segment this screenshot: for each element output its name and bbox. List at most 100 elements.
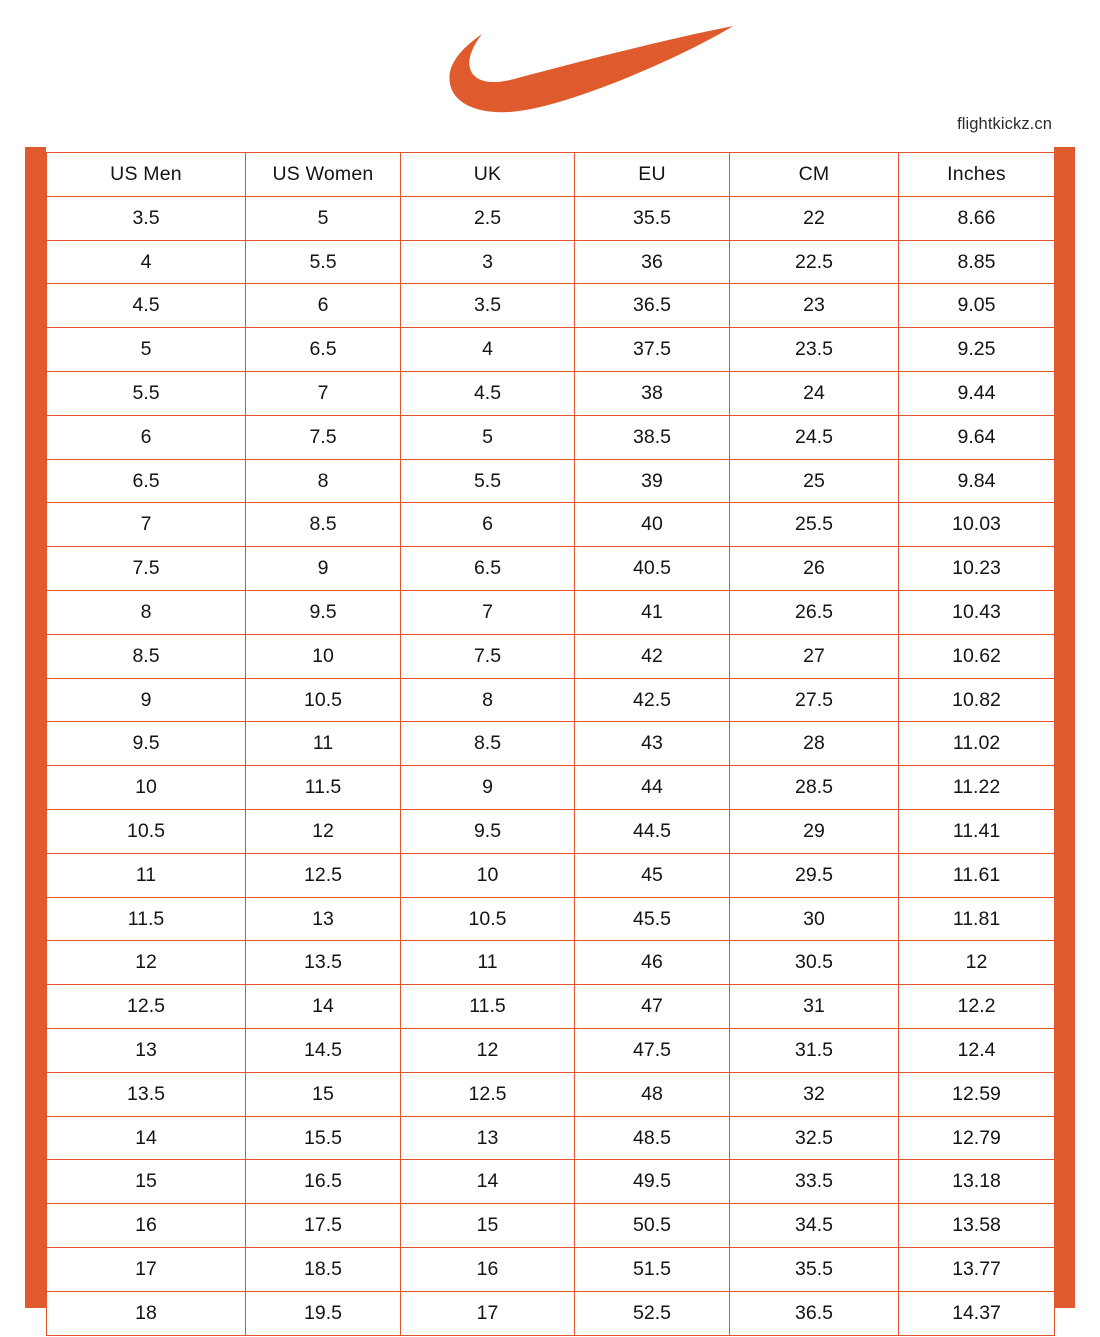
- cell-us-men: 18: [46, 1290, 246, 1336]
- cell-cm: 22: [729, 195, 899, 241]
- cell-eu: 48: [574, 1071, 730, 1117]
- cell-eu: 47.5: [574, 1027, 730, 1073]
- table-row: 4 5.5 3 36 22.5 8.85: [46, 239, 1055, 285]
- cell-us-women: 9.5: [245, 589, 401, 635]
- table-row: 3.5 5 2.5 35.5 22 8.66: [46, 195, 1055, 241]
- cell-cm: 31.5: [729, 1027, 899, 1073]
- cell-inches: 11.02: [898, 721, 1055, 767]
- cell-inches: 8.85: [898, 239, 1055, 285]
- cell-inches: 8.66: [898, 195, 1055, 241]
- cell-eu: 47: [574, 984, 730, 1029]
- cell-uk: 8: [400, 677, 575, 723]
- cell-cm: 26.5: [729, 589, 899, 635]
- table-row: 7.5 9 6.5 40.5 26 10.23: [46, 546, 1055, 591]
- cell-cm: 22.5: [729, 239, 899, 285]
- cell-uk: 3.5: [400, 283, 575, 329]
- cell-us-men: 9.5: [46, 721, 246, 767]
- cell-eu: 40.5: [574, 546, 730, 591]
- cell-us-women: 16.5: [245, 1159, 401, 1205]
- cell-cm: 33.5: [729, 1159, 899, 1205]
- shoe-size-conversion-table: US Men US Women UK EU CM Inches 3.5 5 2.5 3…: [46, 152, 1055, 1336]
- cell-us-men: 9: [46, 677, 246, 723]
- cell-us-men: 13.5: [46, 1071, 246, 1117]
- column-header-inches: Inches: [898, 152, 1055, 197]
- cell-uk: 8.5: [400, 721, 575, 767]
- cell-eu: 48.5: [574, 1115, 730, 1161]
- cell-eu: 46: [574, 940, 730, 986]
- cell-us-men: 7: [46, 502, 246, 548]
- cell-eu: 36.5: [574, 283, 730, 329]
- cell-uk: 5.5: [400, 458, 575, 504]
- cell-inches: 9.25: [898, 327, 1055, 372]
- table-row: 5 6.5 4 37.5 23.5 9.25: [46, 327, 1055, 372]
- cell-eu: 50.5: [574, 1203, 730, 1248]
- cell-inches: 10.82: [898, 677, 1055, 723]
- cell-us-men: 8: [46, 589, 246, 635]
- table-row: 4.5 6 3.5 36.5 23 9.05: [46, 283, 1055, 329]
- cell-us-men: 12.5: [46, 984, 246, 1029]
- cell-cm: 23: [729, 283, 899, 329]
- cell-us-women: 15.5: [245, 1115, 401, 1161]
- cell-cm: 23.5: [729, 327, 899, 372]
- table-row: 16 17.5 15 50.5 34.5 13.58: [46, 1203, 1055, 1248]
- cell-eu: 52.5: [574, 1290, 730, 1336]
- cell-inches: 13.58: [898, 1203, 1055, 1248]
- cell-us-men: 15: [46, 1159, 246, 1205]
- column-header-eu: EU: [574, 152, 730, 197]
- cell-cm: 34.5: [729, 1203, 899, 1248]
- table-row: 17 18.5 16 51.5 35.5 13.77: [46, 1246, 1055, 1292]
- cell-uk: 3: [400, 239, 575, 285]
- cell-uk: 9: [400, 765, 575, 810]
- table-body: 3.5 5 2.5 35.5 22 8.66 4 5.5 3 36 22.5 8.85 4.5 6 3.5 3…: [46, 195, 1055, 1336]
- cell-us-women: 14: [245, 984, 401, 1029]
- cell-us-women: 12: [245, 808, 401, 854]
- cell-us-men: 11: [46, 852, 246, 898]
- column-header-uk: UK: [400, 152, 575, 197]
- cell-us-women: 11.5: [245, 765, 401, 810]
- cell-cm: 24.5: [729, 414, 899, 460]
- cell-eu: 49.5: [574, 1159, 730, 1205]
- cell-us-men: 4.5: [46, 283, 246, 329]
- cell-inches: 9.44: [898, 370, 1055, 416]
- cell-us-women: 5.5: [245, 239, 401, 285]
- table-row: 14 15.5 13 48.5 32.5 12.79: [46, 1115, 1055, 1161]
- cell-eu: 35.5: [574, 195, 730, 241]
- cell-inches: 13.77: [898, 1246, 1055, 1292]
- cell-uk: 13: [400, 1115, 575, 1161]
- table-row: 6 7.5 5 38.5 24.5 9.64: [46, 414, 1055, 460]
- cell-uk: 16: [400, 1246, 575, 1292]
- cell-inches: 11.81: [898, 896, 1055, 942]
- cell-eu: 36: [574, 239, 730, 285]
- cell-eu: 42.5: [574, 677, 730, 723]
- table-row: 13.5 15 12.5 48 32 12.59: [46, 1071, 1055, 1117]
- table-header-row: US Men US Women UK EU CM Inches: [46, 152, 1055, 197]
- table-row: 11 12.5 10 45 29.5 11.61: [46, 852, 1055, 898]
- cell-us-women: 12.5: [245, 852, 401, 898]
- cell-uk: 15: [400, 1203, 575, 1248]
- cell-us-women: 7.5: [245, 414, 401, 460]
- cell-us-women: 9: [245, 546, 401, 591]
- cell-us-men: 16: [46, 1203, 246, 1248]
- cell-us-men: 3.5: [46, 195, 246, 241]
- cell-uk: 6.5: [400, 546, 575, 591]
- cell-uk: 11.5: [400, 984, 575, 1029]
- cell-us-men: 5: [46, 327, 246, 372]
- cell-uk: 6: [400, 502, 575, 548]
- cell-us-men: 7.5: [46, 546, 246, 591]
- cell-cm: 30: [729, 896, 899, 942]
- cell-cm: 27: [729, 633, 899, 679]
- cell-inches: 12.59: [898, 1071, 1055, 1117]
- cell-inches: 11.61: [898, 852, 1055, 898]
- cell-inches: 11.41: [898, 808, 1055, 854]
- cell-us-women: 17.5: [245, 1203, 401, 1248]
- cell-inches: 13.18: [898, 1159, 1055, 1205]
- column-header-us-men: US Men: [46, 152, 246, 197]
- cell-uk: 7.5: [400, 633, 575, 679]
- table-row: 9.5 11 8.5 43 28 11.02: [46, 721, 1055, 767]
- table-row: 11.5 13 10.5 45.5 30 11.81: [46, 896, 1055, 942]
- table-row: 7 8.5 6 40 25.5 10.03: [46, 502, 1055, 548]
- cell-cm: 29: [729, 808, 899, 854]
- cell-uk: 10.5: [400, 896, 575, 942]
- cell-us-women: 8.5: [245, 502, 401, 548]
- cell-cm: 36.5: [729, 1290, 899, 1336]
